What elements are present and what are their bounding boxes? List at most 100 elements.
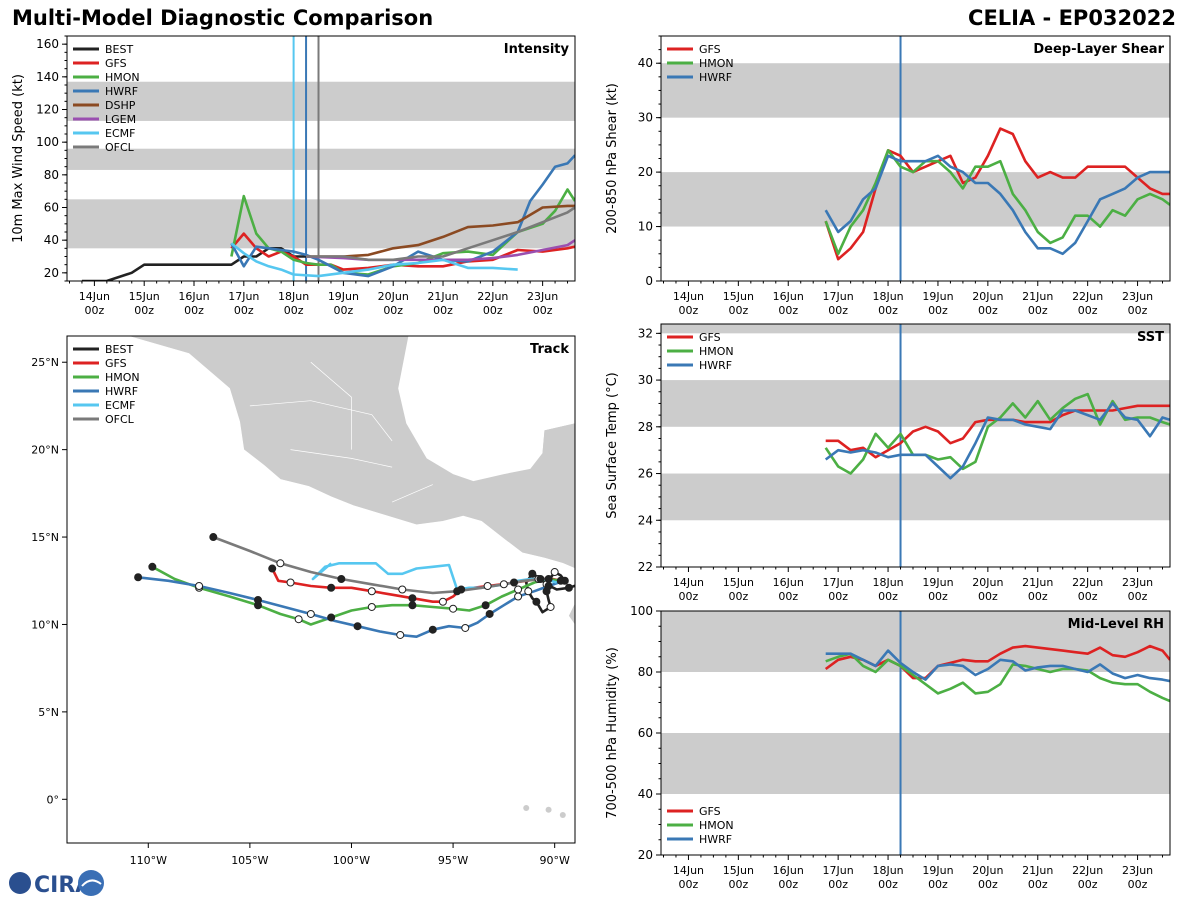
shear-x-tick-label: 21Jun [1022,290,1053,303]
track-marker [485,609,494,618]
track-marker [499,580,508,589]
sst-x-tick-label: 17Jun [823,576,854,589]
intensity-series-ofcl [306,206,575,262]
track-marker [294,615,303,624]
track-marker [556,576,565,585]
sst-chart: 14Jun00z15Jun00z16Jun00z17Jun00z18Jun00z… [605,323,1171,603]
rh-y-tick-label: 40 [638,787,653,801]
intensity-x-tick-label: 23Jun [527,290,558,303]
sst-y-tick-label: 28 [638,420,653,434]
rh-x-tick-label: 14Jun [673,864,704,877]
track-marker [396,630,405,639]
legend-label-hwrf: HWRF [699,833,732,846]
intensity-y-tick-label: 140 [36,70,59,84]
track-y-tick-label: 25°N [31,356,59,369]
track-marker [254,595,263,604]
rh-chart: 14Jun00z15Jun00z16Jun00z17Jun00z18Jun00z… [605,604,1171,891]
sst-y-tick-label: 24 [638,513,653,527]
rh-x-tick-label: 20Jun [972,864,1003,877]
intensity-x-tick-label: 16Jun [178,290,209,303]
intensity-x-tick-label-hour: 00z [433,304,453,317]
legend-label-hmon: HMON [105,371,140,384]
sst-band [661,473,1170,521]
sst-y-tick-label: 30 [638,373,653,387]
shear-x-tick-label: 15Jun [723,290,754,303]
track-ofcl [212,535,553,595]
track-marker [528,569,537,578]
track-marker [398,585,407,594]
land-galapagos [523,805,530,812]
rh-x-tick-label-hour: 00z [828,878,848,891]
shear-x-tick-label-hour: 00z [978,304,998,317]
intensity-x-tick-label-hour: 00z [533,304,553,317]
intensity-x-tick-label-hour: 00z [184,304,204,317]
land-galapagos [559,812,566,819]
track-marker [327,583,336,592]
track-title: Track [530,342,569,357]
track-marker [453,587,462,596]
shear-y-tick-label: 10 [638,220,653,234]
track-ecmf [311,561,558,591]
shear-x-tick-label: 18Jun [872,290,903,303]
intensity-y-tick-label: 120 [36,103,59,117]
rh-x-tick-label-hour: 00z [978,878,998,891]
sst-y-tick-label: 26 [638,467,653,481]
intensity-x-tick-label: 22Jun [477,290,508,303]
intensity-x-tick-label: 20Jun [378,290,409,303]
sst-x-tick-label: 20Jun [972,576,1003,589]
sst-y-axis-label: Sea Surface Temp (°C) [605,372,620,519]
sst-y-tick-label: 22 [638,560,653,574]
rh-x-tick-label-hour: 00z [679,878,699,891]
sst-x-tick-label-hour: 00z [978,590,998,603]
intensity-series-gfs [230,232,575,271]
sst-series-hwrf [824,402,1170,480]
intensity-y-tick-label: 40 [44,233,59,247]
intensity-x-tick-label: 17Jun [228,290,259,303]
intensity-y-tick-label: 60 [44,201,59,215]
legend-label-ofcl: OFCL [105,141,135,154]
track-marker [306,609,315,618]
state-border [290,449,393,468]
rh-x-tick-label-hour: 00z [878,878,898,891]
track-marker [586,579,593,586]
intensity-y-axis-label: 10m Max Wind Speed (kt) [11,74,26,243]
sst-y-tick-label: 32 [638,326,653,340]
sst-x-tick-label-hour: 00z [1078,590,1098,603]
legend-label-hwrf: HWRF [699,359,732,372]
track-plot-area [67,336,593,819]
sst-x-tick-label: 16Jun [773,576,804,589]
storm-id-title: CELIA - EP032022 [968,6,1176,30]
intensity-series-ecmf [230,242,518,278]
legend-label-best: BEST [105,43,133,56]
legend-label-hmon: HMON [699,57,734,70]
sst-x-tick-label: 14Jun [673,576,704,589]
intensity-series-dshp [306,204,575,258]
rh-x-tick-label: 15Jun [723,864,754,877]
shear-series-hmon [824,149,1170,256]
shear-x-tick-label-hour: 00z [878,304,898,317]
rh-band [661,733,1170,794]
track-marker [428,625,437,634]
intensity-y-tick-label: 160 [36,37,59,51]
track-x-tick-label: 100°W [333,854,370,867]
track-x-tick-label: 95°W [438,854,468,867]
track-marker [483,582,492,591]
sst-band [661,380,1170,427]
legend-label-ecmf: ECMF [105,399,135,412]
rh-band [661,611,1170,672]
track-y-tick-label: 10°N [31,618,59,631]
sst-x-tick-label: 22Jun [1072,576,1103,589]
rh-x-tick-label: 21Jun [1022,864,1053,877]
intensity-plot-area [67,36,575,281]
track-marker [209,533,218,542]
legend-label-gfs: GFS [699,43,721,56]
rh-x-tick-label: 23Jun [1122,864,1153,877]
sst-x-tick-label: 18Jun [872,576,903,589]
track-marker [514,585,523,594]
legend-label-hwrf: HWRF [699,71,732,84]
legend-label-dshp: DSHP [105,99,136,112]
rh-series-hmon [825,652,1170,703]
